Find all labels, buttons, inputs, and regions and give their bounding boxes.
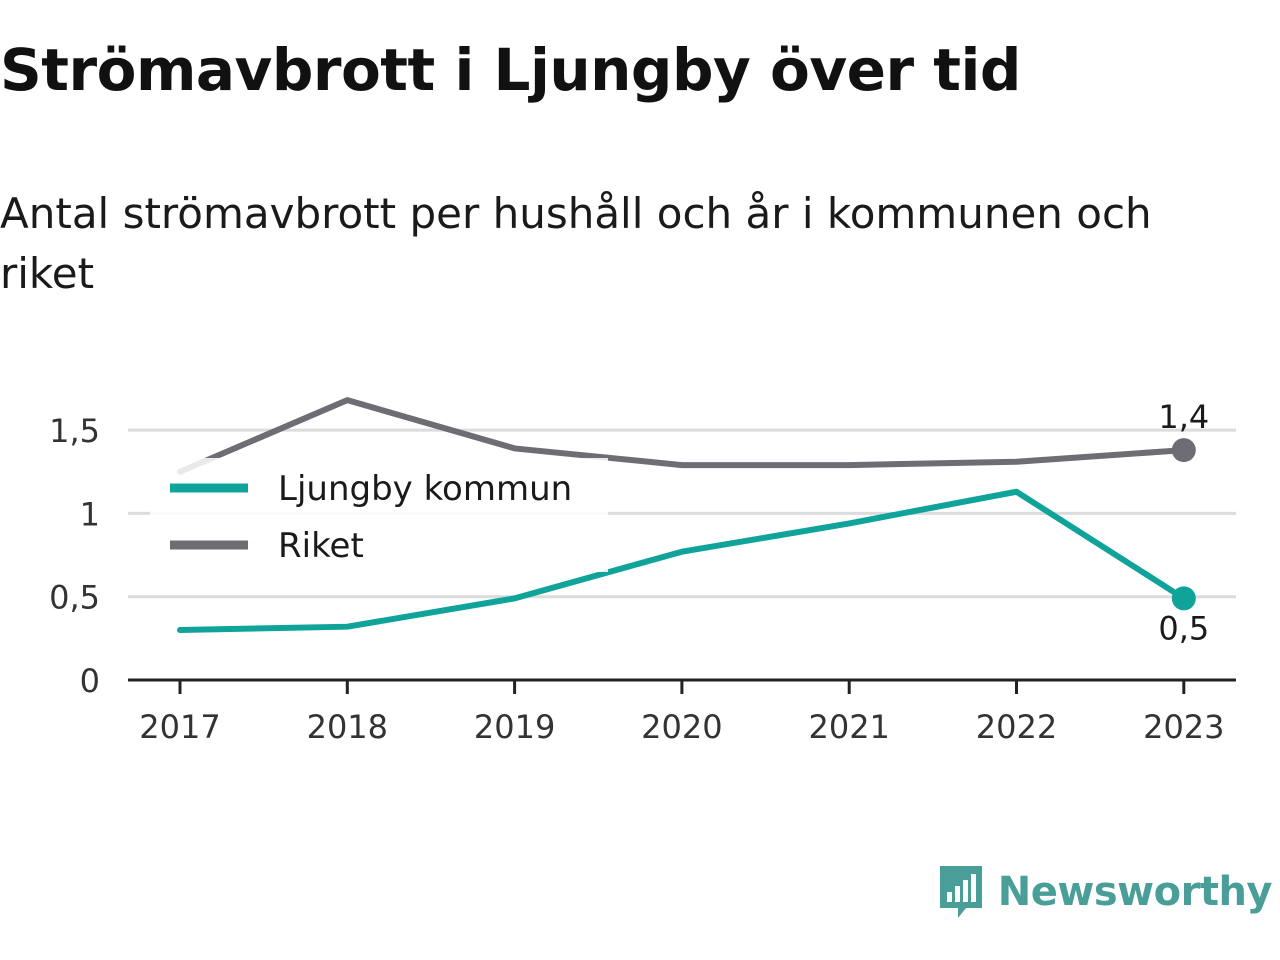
newsworthy-logo-icon xyxy=(939,866,982,918)
x-tick-label: 2021 xyxy=(808,708,889,746)
y-tick-label: 0,5 xyxy=(49,579,100,617)
end-value-label: 0,5 xyxy=(1158,609,1209,647)
x-tick-label: 2023 xyxy=(1143,708,1224,746)
legend-label: Ljungby kommun xyxy=(278,469,572,509)
x-tick-label: 2019 xyxy=(474,708,555,746)
chart-title: Strömavbrott i Ljungby över tid xyxy=(0,36,1021,104)
series-line-riket xyxy=(177,397,1187,475)
y-tick-label: 1 xyxy=(80,495,100,533)
end-marker xyxy=(1171,438,1196,463)
x-tick-label: 2017 xyxy=(139,708,220,746)
y-tick-labels: 0 0,5 1 1,5 xyxy=(49,412,100,700)
y-tick-label: 1,5 xyxy=(49,412,100,450)
legend: Ljungby kommun Riket xyxy=(150,458,608,572)
x-axis: 2017 2018 2019 2020 2021 2022 2023 xyxy=(128,678,1236,746)
y-tick-label: 0 xyxy=(80,662,100,700)
end-value-label: 1,4 xyxy=(1158,398,1209,436)
x-tick-label: 2018 xyxy=(307,708,388,746)
x-tick-label: 2022 xyxy=(976,708,1057,746)
legend-label: Riket xyxy=(278,526,364,566)
end-marker xyxy=(1171,586,1196,611)
series-line-ljungby-kommun xyxy=(177,488,1187,634)
legend-background xyxy=(150,458,608,572)
chart-subtitle: Antal strömavbrott per hushåll och år i … xyxy=(0,189,1152,298)
x-tick-label: 2020 xyxy=(641,708,722,746)
series-lines xyxy=(177,397,1187,634)
end-markers: 0,5 1,4 xyxy=(1158,398,1209,647)
newsworthy-brand: Newsworthy xyxy=(936,862,1273,922)
brand-name: Newsworthy xyxy=(997,869,1273,915)
